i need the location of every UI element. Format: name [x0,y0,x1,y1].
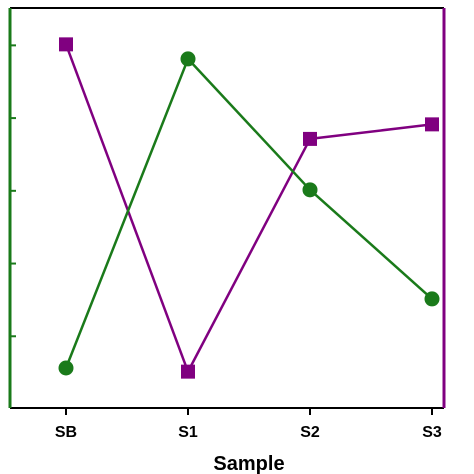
x-axis-title: Sample [213,453,284,474]
series-2-segment-2 [187,58,311,191]
series-2-segment-1 [64,58,190,369]
series-2-point-S3 [424,291,440,307]
series-1-segment-1 [64,43,190,373]
series-2-point-S2 [302,182,318,198]
plot-frame [8,7,446,409]
series-2-point-SB [58,360,74,376]
x-tick-labels: SB S1 S2 S3 [55,424,442,441]
x-tick-label-S2: S2 [300,424,320,441]
series-1-point-S1 [181,364,195,379]
series-1-point-S2 [303,131,317,146]
series-1-segment-2 [186,138,312,373]
series-2-point-S1 [180,51,196,67]
x-tick-label-S3: S3 [422,424,442,441]
x-tick-label-S1: S1 [178,424,198,441]
x-tick-label-SB: SB [55,424,77,441]
series-1-point-S3 [425,117,439,132]
series-2-segment-3 [309,188,433,300]
series-1-segment-3 [309,123,433,141]
series-markers [58,37,440,379]
series-1-point-SB [59,37,73,52]
series-lines [64,43,433,373]
axis-ticks [10,44,433,415]
